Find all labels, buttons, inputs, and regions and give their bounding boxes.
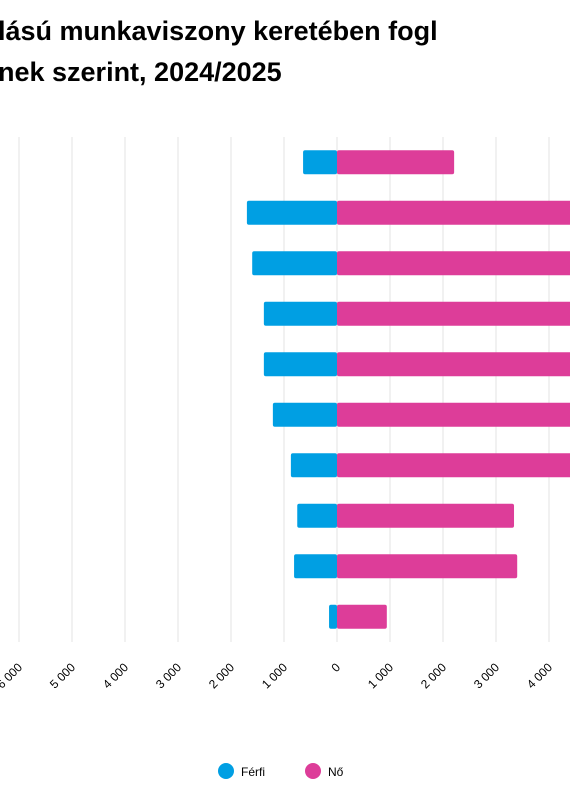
x-tick-label: 1 000 bbox=[259, 660, 290, 691]
bar bbox=[297, 503, 337, 528]
x-tick-label: 2 000 bbox=[418, 660, 449, 691]
legend-swatch bbox=[305, 763, 321, 779]
bar bbox=[263, 301, 337, 326]
x-tick-label: 4 000 bbox=[100, 660, 131, 691]
bar bbox=[337, 352, 570, 377]
bar bbox=[329, 604, 337, 629]
bar bbox=[337, 554, 518, 579]
x-tick-label: 6 000 bbox=[0, 660, 25, 691]
x-tick-label: 3 000 bbox=[153, 660, 184, 691]
x-tick-label: 5 000 bbox=[47, 660, 78, 691]
x-tick-label: 3 000 bbox=[471, 660, 502, 691]
chart-title: lású munkaviszony keretében fogl bbox=[0, 16, 438, 46]
bar bbox=[337, 301, 570, 326]
bar bbox=[337, 503, 515, 528]
bar bbox=[290, 453, 337, 478]
bar bbox=[337, 200, 570, 225]
bar bbox=[337, 251, 570, 276]
bar bbox=[303, 150, 337, 175]
bar bbox=[337, 604, 387, 629]
legend-label: Nő bbox=[328, 765, 344, 779]
legend-swatch bbox=[218, 763, 234, 779]
bar bbox=[272, 402, 337, 427]
bar bbox=[252, 251, 337, 276]
bar bbox=[337, 150, 455, 175]
legend-label: Férfi bbox=[241, 765, 265, 779]
x-tick-label: 4 000 bbox=[524, 660, 555, 691]
x-tick-label: 2 000 bbox=[206, 660, 237, 691]
x-tick-label: 0 bbox=[328, 660, 343, 675]
bar bbox=[294, 554, 337, 579]
bar bbox=[337, 453, 570, 478]
x-tick-label: 1 000 bbox=[365, 660, 396, 691]
chart-title: nek szerint, 2024/2025 bbox=[0, 57, 282, 87]
bar bbox=[263, 352, 337, 377]
bar bbox=[246, 200, 337, 225]
bar bbox=[337, 402, 570, 427]
